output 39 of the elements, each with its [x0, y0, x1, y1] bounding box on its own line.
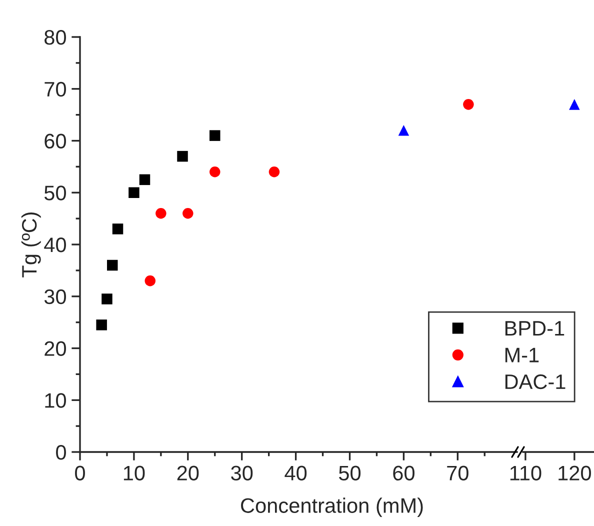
point — [209, 130, 220, 141]
y-tick-label: 60 — [44, 134, 66, 149]
x-tick-label: 30 — [231, 466, 253, 480]
y-tick-label: 70 — [44, 82, 66, 97]
point — [268, 166, 280, 178]
x-tick-label: 20 — [177, 466, 199, 480]
point — [128, 187, 140, 198]
x-tick-label: 40 — [284, 466, 307, 480]
point — [398, 124, 410, 136]
point — [106, 260, 118, 271]
y-tick-label: 0 — [56, 445, 66, 460]
point — [463, 99, 474, 110]
y-tick-label: 30 — [44, 289, 66, 304]
y-tick-label: 40 — [44, 238, 66, 252]
x-tick-label: 70 — [447, 466, 468, 480]
x-tick-label: 60 — [393, 466, 414, 480]
y-tick-label: 80 — [44, 30, 66, 45]
point — [156, 208, 166, 219]
y-tick-label: 50 — [44, 186, 66, 200]
x-tick-label: 10 — [124, 466, 145, 480]
point — [96, 320, 107, 330]
y-tick-label: 10 — [45, 393, 66, 408]
point — [182, 208, 194, 219]
y-tick-label: 20 — [44, 341, 66, 356]
point — [139, 174, 150, 186]
legend-label: DAC-1 — [505, 374, 566, 390]
x-axis-title: Concentration (mM) — [241, 498, 423, 518]
point — [112, 224, 124, 234]
point — [209, 166, 220, 178]
x-tick-label: 110 — [510, 466, 542, 480]
point — [144, 275, 156, 286]
legend-label: M-1 — [505, 348, 539, 362]
point — [102, 294, 112, 304]
x-tick-label: 120 — [558, 466, 591, 480]
legend-label: BPD-1 — [505, 321, 564, 336]
x-tick-label: 0 — [75, 466, 85, 480]
x-tick-label: 50 — [339, 466, 361, 480]
y-axis-title: Tg (ºC) — [21, 212, 41, 278]
point — [177, 150, 188, 162]
